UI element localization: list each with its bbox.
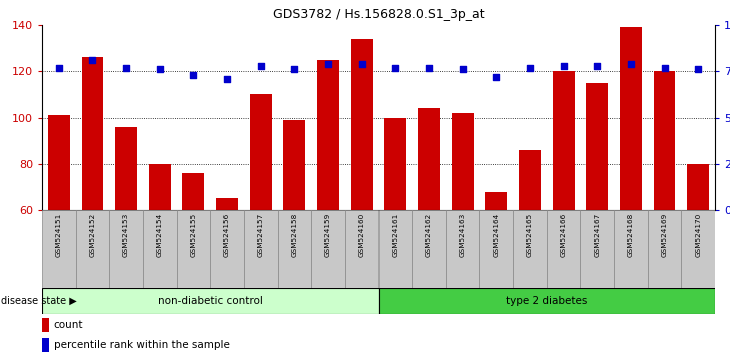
Point [188,72,199,78]
Text: disease state ▶: disease state ▶ [1,296,77,306]
Point [524,65,536,70]
Bar [480,210,513,288]
Point [356,61,367,67]
Text: GSM524161: GSM524161 [392,212,399,257]
Point [390,65,402,70]
Title: GDS3782 / Hs.156828.0.S1_3p_at: GDS3782 / Hs.156828.0.S1_3p_at [273,8,484,21]
Text: GSM524168: GSM524168 [628,212,634,257]
Text: GSM524157: GSM524157 [258,212,264,257]
Point [692,67,704,72]
Text: count: count [54,320,83,330]
Point [288,67,300,72]
Bar [547,210,580,288]
Bar [277,210,311,288]
Bar [519,150,541,210]
Point [491,74,502,80]
Point [87,57,99,63]
Bar [177,210,210,288]
Bar [250,95,272,210]
Text: GSM524169: GSM524169 [661,212,667,257]
Text: GSM524167: GSM524167 [594,212,600,257]
Bar [653,71,675,210]
Bar [553,71,575,210]
Text: GSM524151: GSM524151 [55,212,62,257]
Bar [42,338,50,352]
Text: GSM524154: GSM524154 [157,212,163,257]
Bar [76,210,110,288]
Bar [485,192,507,210]
Text: type 2 diabetes: type 2 diabetes [506,296,588,306]
Bar [283,120,305,210]
Bar [412,210,446,288]
Text: non-diabetic control: non-diabetic control [158,296,263,306]
Bar [110,210,143,288]
Point [591,63,603,69]
Bar [48,115,70,210]
Bar [687,164,709,210]
Bar [586,83,608,210]
Bar [350,39,372,210]
Bar [452,113,474,210]
Bar [149,164,171,210]
Text: GSM524160: GSM524160 [358,212,365,257]
Text: GSM524166: GSM524166 [561,212,566,257]
Bar [42,288,378,314]
Bar [345,210,378,288]
Bar [115,127,137,210]
Text: GSM524165: GSM524165 [527,212,533,257]
Point [322,61,334,67]
Point [53,65,65,70]
Bar [82,57,104,210]
Bar [614,210,648,288]
Text: GSM524162: GSM524162 [426,212,432,257]
Bar [385,118,407,210]
Point [423,65,435,70]
Text: GSM524163: GSM524163 [460,212,466,257]
Text: GSM524159: GSM524159 [325,212,331,257]
Bar [244,210,277,288]
Text: GSM524170: GSM524170 [695,212,702,257]
Bar [418,108,440,210]
Point [558,63,569,69]
Text: percentile rank within the sample: percentile rank within the sample [54,340,230,350]
Bar [42,318,50,332]
Point [658,65,670,70]
Point [457,67,469,72]
Bar [513,210,547,288]
Bar [216,199,238,210]
Text: GSM524156: GSM524156 [224,212,230,257]
Bar [143,210,177,288]
Bar [378,210,412,288]
Text: GSM524155: GSM524155 [191,212,196,257]
Bar [182,173,204,210]
Bar [210,210,244,288]
Bar [42,210,76,288]
Point [221,76,233,81]
Point [120,65,132,70]
Point [625,61,637,67]
Text: GSM524152: GSM524152 [90,212,96,257]
Text: GSM524153: GSM524153 [123,212,129,257]
Bar [317,60,339,210]
Bar [620,27,642,210]
Bar [311,210,345,288]
Bar [378,288,715,314]
Text: GSM524158: GSM524158 [291,212,297,257]
Bar [648,210,681,288]
Point [154,67,166,72]
Text: GSM524164: GSM524164 [493,212,499,257]
Bar [580,210,614,288]
Point [255,63,266,69]
Bar [446,210,480,288]
Bar [681,210,715,288]
